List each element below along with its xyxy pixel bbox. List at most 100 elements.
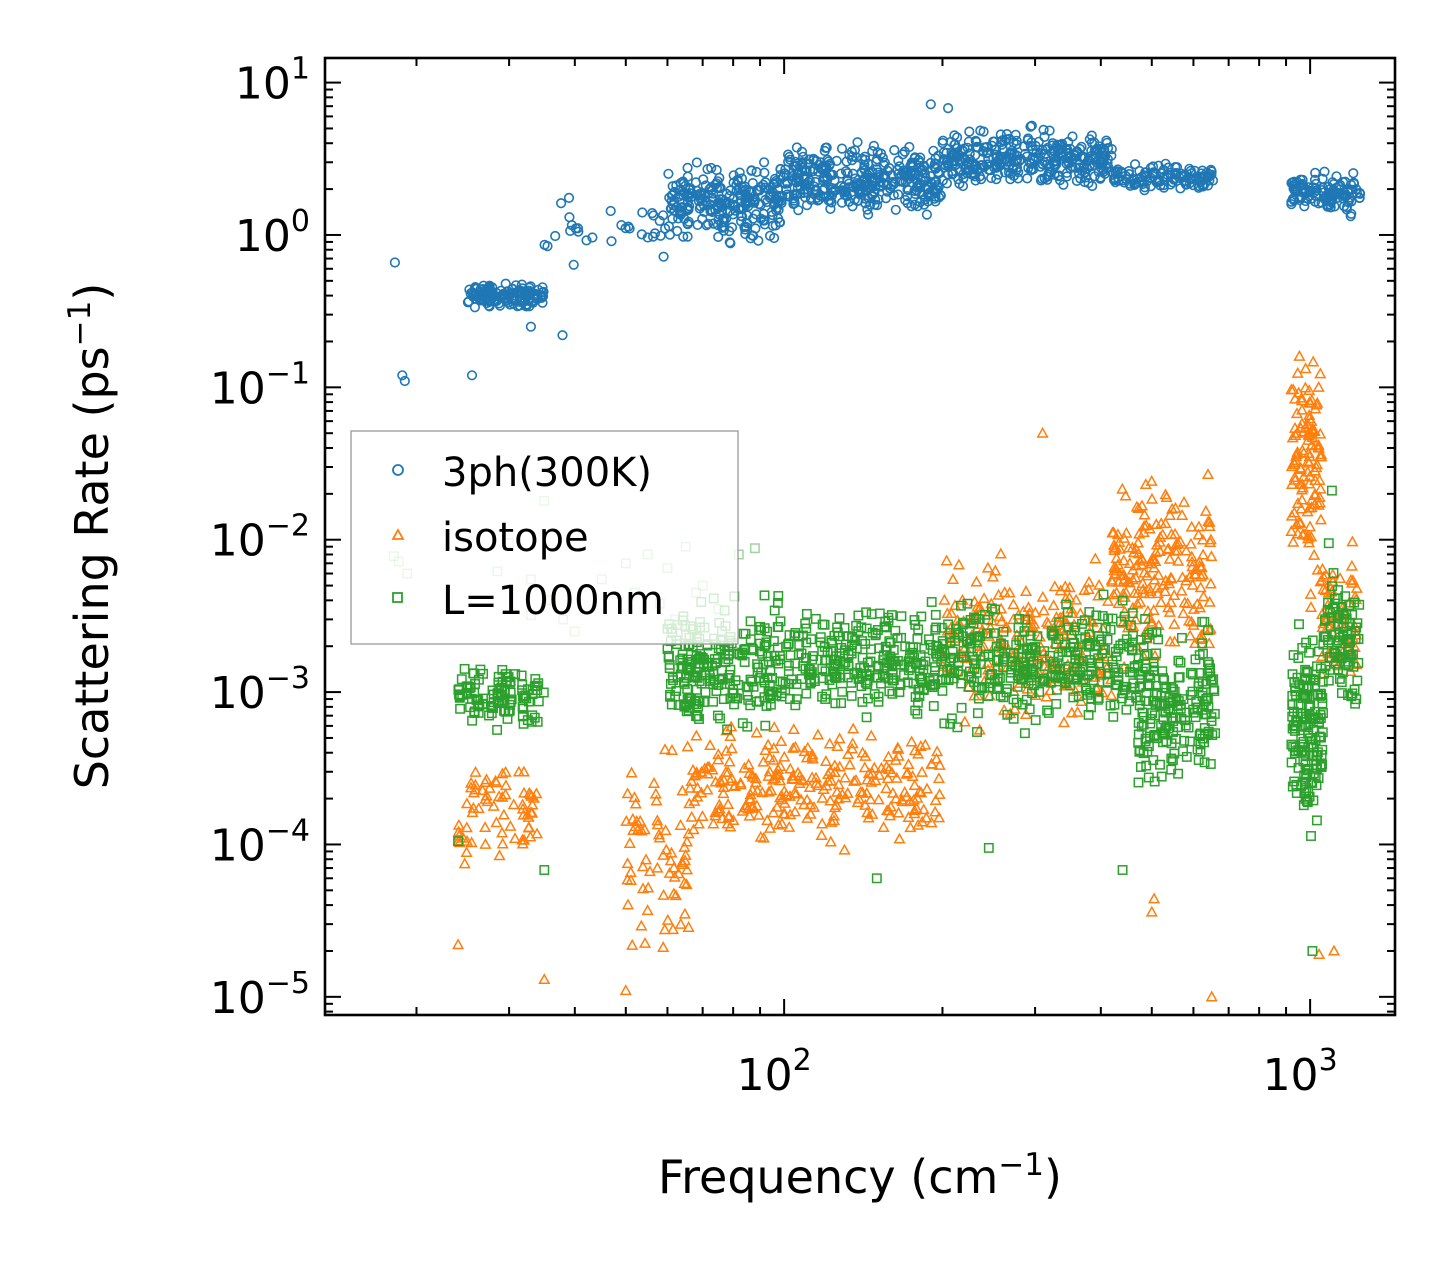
- 3ph-point: [819, 145, 830, 157]
- isotope-point: [1314, 482, 1327, 494]
- isotope-point: [1007, 598, 1020, 610]
- isotope-point: [672, 867, 685, 879]
- boundary-point: [1326, 485, 1337, 496]
- 3ph-point: [1061, 167, 1072, 178]
- boundary-point: [801, 637, 812, 648]
- boundary-point: [1135, 634, 1146, 645]
- isotope-point: [679, 848, 692, 860]
- 3ph-point: [636, 229, 647, 240]
- 3ph-point: [665, 203, 677, 214]
- isotope-point: [1290, 450, 1303, 462]
- boundary-point: [1334, 632, 1345, 643]
- isotope-point: [1094, 669, 1107, 681]
- isotope-point: [1059, 592, 1072, 604]
- isotope-point: [621, 898, 635, 910]
- 3ph-point: [928, 145, 939, 156]
- isotope-point: [1126, 601, 1139, 613]
- isotope-point: [800, 751, 813, 763]
- 3ph-point: [808, 153, 819, 164]
- isotope-point: [827, 809, 841, 821]
- 3ph-point: [734, 189, 745, 200]
- 3ph-point: [1067, 131, 1078, 142]
- 3ph-point: [855, 187, 866, 198]
- 3ph-point: [1063, 152, 1074, 163]
- boundary-point: [878, 655, 889, 666]
- boundary-point: [998, 640, 1009, 651]
- boundary-point: [1102, 662, 1113, 673]
- boundary-point: [952, 722, 963, 733]
- boundary-point: [679, 699, 690, 710]
- isotope-point: [723, 755, 736, 767]
- isotope-point: [743, 792, 756, 804]
- 3ph-point: [873, 169, 885, 181]
- 3ph-point: [893, 155, 904, 166]
- boundary-point: [776, 688, 787, 699]
- boundary-point: [914, 684, 925, 695]
- isotope-point: [1116, 482, 1129, 494]
- boundary-point: [1135, 695, 1146, 706]
- 3ph-point: [970, 150, 981, 161]
- 3ph-point: [829, 185, 840, 196]
- boundary-point: [738, 628, 749, 639]
- 3ph-point: [1075, 173, 1086, 184]
- boundary-point: [1307, 946, 1318, 956]
- isotope-point: [472, 802, 485, 814]
- boundary-point: [1302, 797, 1313, 808]
- isotope-point: [727, 814, 740, 826]
- 3ph-point: [1078, 160, 1090, 171]
- boundary-point: [497, 697, 508, 708]
- boundary-point: [843, 661, 854, 672]
- isotope-point: [496, 767, 509, 779]
- boundary-point: [1305, 673, 1316, 684]
- isotope-point: [882, 750, 895, 762]
- boundary-point: [1043, 707, 1054, 718]
- boundary-point: [895, 680, 906, 691]
- boundary-point: [1203, 702, 1214, 712]
- boundary-point: [505, 687, 516, 698]
- boundary-point: [983, 651, 994, 662]
- boundary-point: [856, 681, 867, 692]
- boundary-point: [972, 727, 982, 737]
- boundary-point: [1301, 783, 1312, 793]
- boundary-point: [686, 693, 697, 704]
- isotope-point: [680, 835, 694, 847]
- 3ph-point: [842, 168, 853, 179]
- isotope-point: [1205, 990, 1218, 1002]
- 3ph-point: [1145, 181, 1156, 192]
- boundary-point: [1140, 733, 1151, 744]
- isotope-point: [1063, 581, 1076, 593]
- isotope-point: [932, 772, 945, 784]
- 3ph-point: [1342, 186, 1353, 197]
- isotope-point: [1130, 559, 1143, 571]
- isotope-point: [1184, 629, 1197, 641]
- boundary-point: [1303, 742, 1314, 753]
- isotope-point: [526, 798, 539, 810]
- 3ph-point: [691, 157, 703, 168]
- boundary-point: [1020, 614, 1031, 625]
- 3ph-point: [719, 195, 730, 206]
- isotope-point: [771, 768, 784, 780]
- boundary-point: [947, 646, 958, 657]
- boundary-point: [1083, 709, 1094, 720]
- 3ph-point: [679, 188, 691, 199]
- isotope-point: [994, 547, 1007, 559]
- boundary-point: [1343, 660, 1354, 671]
- isotope-point: [1148, 561, 1161, 573]
- isotope-point: [1181, 597, 1194, 609]
- 3ph-point: [953, 154, 965, 165]
- boundary-point: [453, 836, 464, 847]
- isotope-point: [1312, 380, 1325, 392]
- boundary-point: [1287, 700, 1298, 710]
- isotope-point: [849, 774, 863, 785]
- isotope-point: [1107, 588, 1120, 600]
- 3ph-point: [1302, 193, 1313, 204]
- 3ph-point: [1052, 139, 1063, 150]
- boundary-point: [1344, 617, 1355, 628]
- y-tick-label: 101: [235, 52, 310, 110]
- 3ph-point: [902, 170, 914, 181]
- isotope-point: [824, 835, 837, 847]
- boundary-point: [1308, 742, 1319, 753]
- boundary-point: [843, 650, 854, 660]
- isotope-point: [1295, 502, 1308, 514]
- 3ph-point: [389, 257, 401, 268]
